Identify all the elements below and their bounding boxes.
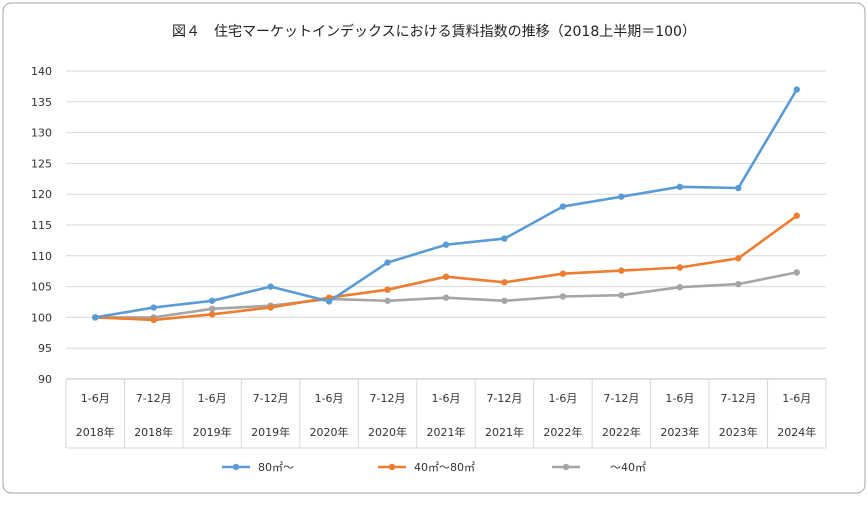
data-point	[442, 241, 450, 248]
data-point	[267, 304, 274, 311]
x-tick-label-period: 7-12月	[486, 392, 522, 405]
x-tick-label-year: 2022年	[543, 425, 582, 439]
y-tick-label: 100	[31, 311, 52, 324]
y-tick-label: 95	[38, 342, 52, 355]
data-point	[618, 292, 625, 299]
x-tick-label-period: 7-12月	[253, 392, 289, 405]
x-tick-label-period: 7-12月	[720, 392, 756, 405]
x-tick-label-year: 2019年	[193, 425, 232, 439]
x-tick-label-year: 2021年	[427, 425, 466, 439]
data-point	[559, 203, 567, 210]
series-group	[92, 212, 800, 324]
data-point	[501, 279, 508, 286]
data-point	[208, 297, 216, 304]
y-tick-label: 90	[38, 373, 52, 386]
legend: 80㎡〜 40㎡〜80㎡ 〜40㎡	[222, 461, 646, 474]
y-tick-label: 105	[31, 281, 52, 294]
legend-label: 〜40㎡	[610, 461, 646, 474]
data-point	[676, 284, 684, 291]
data-point	[676, 264, 684, 271]
data-point	[384, 259, 391, 266]
data-point	[676, 183, 684, 191]
legend-swatch-marker	[388, 463, 396, 471]
y-tick-label: 115	[31, 219, 52, 232]
y-tick-label: 135	[31, 96, 52, 109]
data-point	[501, 297, 508, 304]
x-tick-label-year: 2021年	[485, 425, 524, 439]
x-tick-label-period: 1-6月	[81, 392, 110, 405]
legend-swatch-marker	[562, 463, 570, 471]
data-point	[735, 184, 742, 192]
y-tick-label: 125	[31, 157, 52, 170]
data-point	[150, 316, 157, 324]
data-point	[267, 283, 274, 290]
data-point	[618, 193, 625, 200]
x-tick-label-period: 1-6月	[665, 392, 694, 405]
data-point	[735, 255, 742, 262]
y-axis-tick-labels: 140 135 130 125 120 115 110 105 100 95 90	[31, 65, 52, 386]
data-point	[501, 235, 508, 242]
x-tick-label-period: 1-6月	[198, 392, 227, 405]
data-point	[735, 280, 742, 288]
x-tick-label-period: 1-6月	[432, 392, 461, 405]
data-point	[793, 86, 800, 93]
x-tick-label-year: 2018年	[134, 425, 173, 439]
x-tick-label-period: 7-12月	[370, 392, 406, 405]
data-point	[92, 314, 99, 321]
data-point	[325, 298, 333, 305]
data-point	[442, 294, 450, 301]
data-point	[793, 269, 800, 276]
legend-label: 40㎡〜80㎡	[414, 461, 475, 474]
x-tick-label-year: 2023年	[719, 425, 758, 439]
data-point	[793, 212, 800, 219]
x-tick-label-period: 1-6月	[548, 392, 577, 405]
y-tick-label: 120	[31, 188, 52, 201]
y-tick-label: 110	[31, 250, 52, 263]
data-point	[384, 286, 391, 293]
legend-item: 40㎡〜80㎡	[378, 461, 475, 474]
data-point	[442, 273, 450, 280]
x-tick-label-year: 2018年	[76, 425, 115, 439]
data-point	[384, 297, 391, 304]
data-point	[150, 304, 157, 311]
x-tick-label-year: 2024年	[777, 425, 816, 439]
legend-item: 〜40㎡	[552, 461, 646, 474]
x-tick-label-period: 1-6月	[782, 392, 811, 405]
x-tick-label-period: 7-12月	[136, 392, 172, 405]
legend-item: 80㎡〜	[222, 461, 294, 474]
x-tick-label-year: 2019年	[251, 425, 290, 439]
y-tick-label: 130	[31, 127, 52, 140]
x-axis-category-table: 1-6月 2018年 7-12月 2018年 1-6月 2019年 7-12月 2019年 1-…	[65, 379, 827, 449]
x-tick-label-year: 2020年	[310, 425, 349, 439]
data-point	[559, 270, 567, 277]
legend-swatch-marker	[232, 463, 240, 471]
data-point	[559, 293, 567, 300]
data-point	[208, 311, 216, 318]
x-tick-label-year: 2022年	[602, 425, 641, 439]
data-point	[208, 305, 216, 312]
series-group	[92, 86, 800, 321]
series-lines	[92, 86, 800, 324]
x-tick-label-year: 2020年	[368, 425, 407, 439]
y-tick-label: 140	[31, 65, 52, 78]
chart-title: 図４ 住宅マーケットインデックスにおける賃料指数の推移（2018上半期＝100）	[172, 23, 696, 40]
x-tick-label-period: 7-12月	[603, 392, 639, 405]
x-tick-label-year: 2023年	[660, 425, 699, 439]
legend-label: 80㎡〜	[258, 461, 294, 474]
data-point	[618, 267, 625, 274]
x-tick-label-period: 1-6月	[315, 392, 344, 405]
